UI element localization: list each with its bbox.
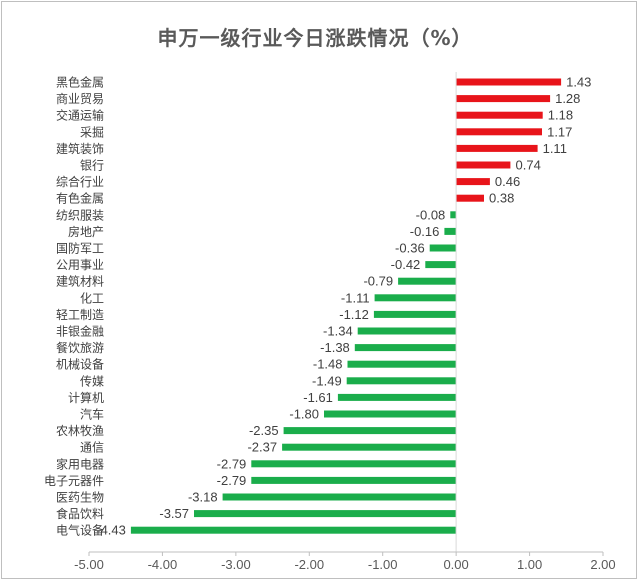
data-label: -2.35 bbox=[249, 423, 279, 438]
x-tick-label: 2.00 bbox=[590, 557, 615, 572]
data-label: -1.11 bbox=[341, 290, 370, 305]
category-label: 通信 bbox=[80, 441, 104, 455]
data-label: 0.74 bbox=[516, 158, 541, 173]
category-label: 综合行业 bbox=[56, 174, 104, 189]
data-label: -0.08 bbox=[416, 207, 446, 222]
x-tick-label: 1.00 bbox=[517, 557, 542, 572]
bar bbox=[444, 227, 457, 235]
bar bbox=[222, 493, 457, 501]
data-label: -0.16 bbox=[410, 224, 440, 239]
category-label: 建筑材料 bbox=[56, 274, 104, 289]
bar bbox=[130, 526, 457, 534]
data-label: -0.79 bbox=[363, 274, 393, 289]
data-label: 0.46 bbox=[495, 174, 520, 189]
data-label: -1.38 bbox=[320, 340, 350, 355]
data-label: -1.48 bbox=[313, 357, 343, 372]
data-label: -0.42 bbox=[391, 257, 421, 272]
bar bbox=[373, 310, 457, 318]
category-label: 汽车 bbox=[80, 407, 104, 422]
bar bbox=[282, 443, 457, 451]
category-label: 电气设备 bbox=[56, 523, 104, 538]
bar bbox=[450, 211, 457, 219]
category-label: 黑色金属 bbox=[56, 75, 104, 90]
x-tick-label: -3.00 bbox=[221, 557, 251, 572]
bar bbox=[337, 393, 457, 401]
category-label: 农林牧渔 bbox=[56, 424, 104, 438]
bar bbox=[456, 111, 543, 119]
bar bbox=[456, 144, 538, 152]
category-label: 电子元器件 bbox=[44, 474, 104, 488]
data-label: 1.28 bbox=[555, 91, 580, 106]
bar bbox=[456, 78, 562, 86]
category-label: 公用事业 bbox=[56, 258, 104, 272]
x-tick-label: -1.00 bbox=[368, 557, 398, 572]
category-label: 餐饮旅游 bbox=[56, 340, 104, 355]
category-label: 家用电器 bbox=[56, 456, 104, 471]
category-label: 有色金属 bbox=[56, 191, 104, 206]
category-label: 纺织服装 bbox=[56, 208, 104, 222]
category-label: 非银金融 bbox=[56, 324, 104, 339]
data-label: 1.43 bbox=[566, 75, 591, 90]
bar bbox=[346, 377, 457, 385]
data-label: -2.79 bbox=[217, 456, 247, 471]
data-label: 1.18 bbox=[548, 108, 573, 123]
data-label: -4.43 bbox=[96, 523, 126, 538]
bar bbox=[398, 277, 457, 285]
bar bbox=[194, 510, 457, 518]
bar bbox=[456, 178, 490, 186]
bar bbox=[347, 360, 457, 368]
x-tick-label: -5.00 bbox=[74, 557, 104, 572]
data-label: 1.11 bbox=[543, 141, 567, 156]
bar bbox=[251, 460, 457, 468]
category-label: 建筑装饰 bbox=[56, 141, 104, 156]
bar bbox=[357, 327, 457, 335]
data-label: -2.79 bbox=[217, 473, 247, 488]
data-label: 0.38 bbox=[489, 191, 514, 206]
category-label: 轻工制造 bbox=[56, 308, 104, 322]
data-label: -1.12 bbox=[339, 307, 369, 322]
category-label: 食品饮料 bbox=[56, 506, 104, 521]
bar bbox=[251, 476, 457, 484]
data-label: 1.17 bbox=[547, 124, 572, 139]
data-label: -2.37 bbox=[247, 440, 277, 455]
data-label: -1.61 bbox=[303, 390, 333, 405]
bar bbox=[456, 95, 551, 103]
data-label: -0.36 bbox=[395, 241, 425, 256]
category-label: 化工 bbox=[80, 291, 104, 305]
data-label: -1.49 bbox=[312, 373, 342, 388]
category-label: 机械设备 bbox=[56, 357, 104, 372]
category-label: 采掘 bbox=[80, 124, 104, 139]
category-label: 房地产 bbox=[68, 224, 104, 239]
data-label: -1.80 bbox=[289, 407, 319, 422]
x-tick-label: -4.00 bbox=[148, 557, 178, 572]
bar bbox=[429, 244, 457, 252]
category-label: 商业贸易 bbox=[56, 91, 104, 106]
data-label: -3.18 bbox=[188, 490, 218, 505]
bar bbox=[456, 128, 542, 136]
category-label: 交通运输 bbox=[56, 108, 104, 123]
category-label: 传媒 bbox=[80, 373, 104, 388]
data-label: -1.34 bbox=[323, 324, 353, 339]
category-label: 医药生物 bbox=[56, 491, 104, 505]
x-tick-label: 0.00 bbox=[443, 557, 468, 572]
bar bbox=[374, 294, 457, 302]
chart-title: 申万一级行业今日涨跌情况（%） bbox=[157, 26, 473, 50]
category-label: 计算机 bbox=[68, 390, 104, 405]
bar bbox=[324, 410, 457, 418]
x-tick-label: -2.00 bbox=[294, 557, 324, 572]
bar bbox=[456, 194, 484, 202]
category-label: 银行 bbox=[80, 159, 104, 173]
bar bbox=[354, 344, 457, 352]
bar bbox=[456, 161, 511, 169]
category-label: 国防军工 bbox=[56, 241, 104, 256]
bar bbox=[425, 261, 457, 269]
data-label: -3.57 bbox=[159, 506, 189, 521]
bar bbox=[283, 427, 457, 435]
